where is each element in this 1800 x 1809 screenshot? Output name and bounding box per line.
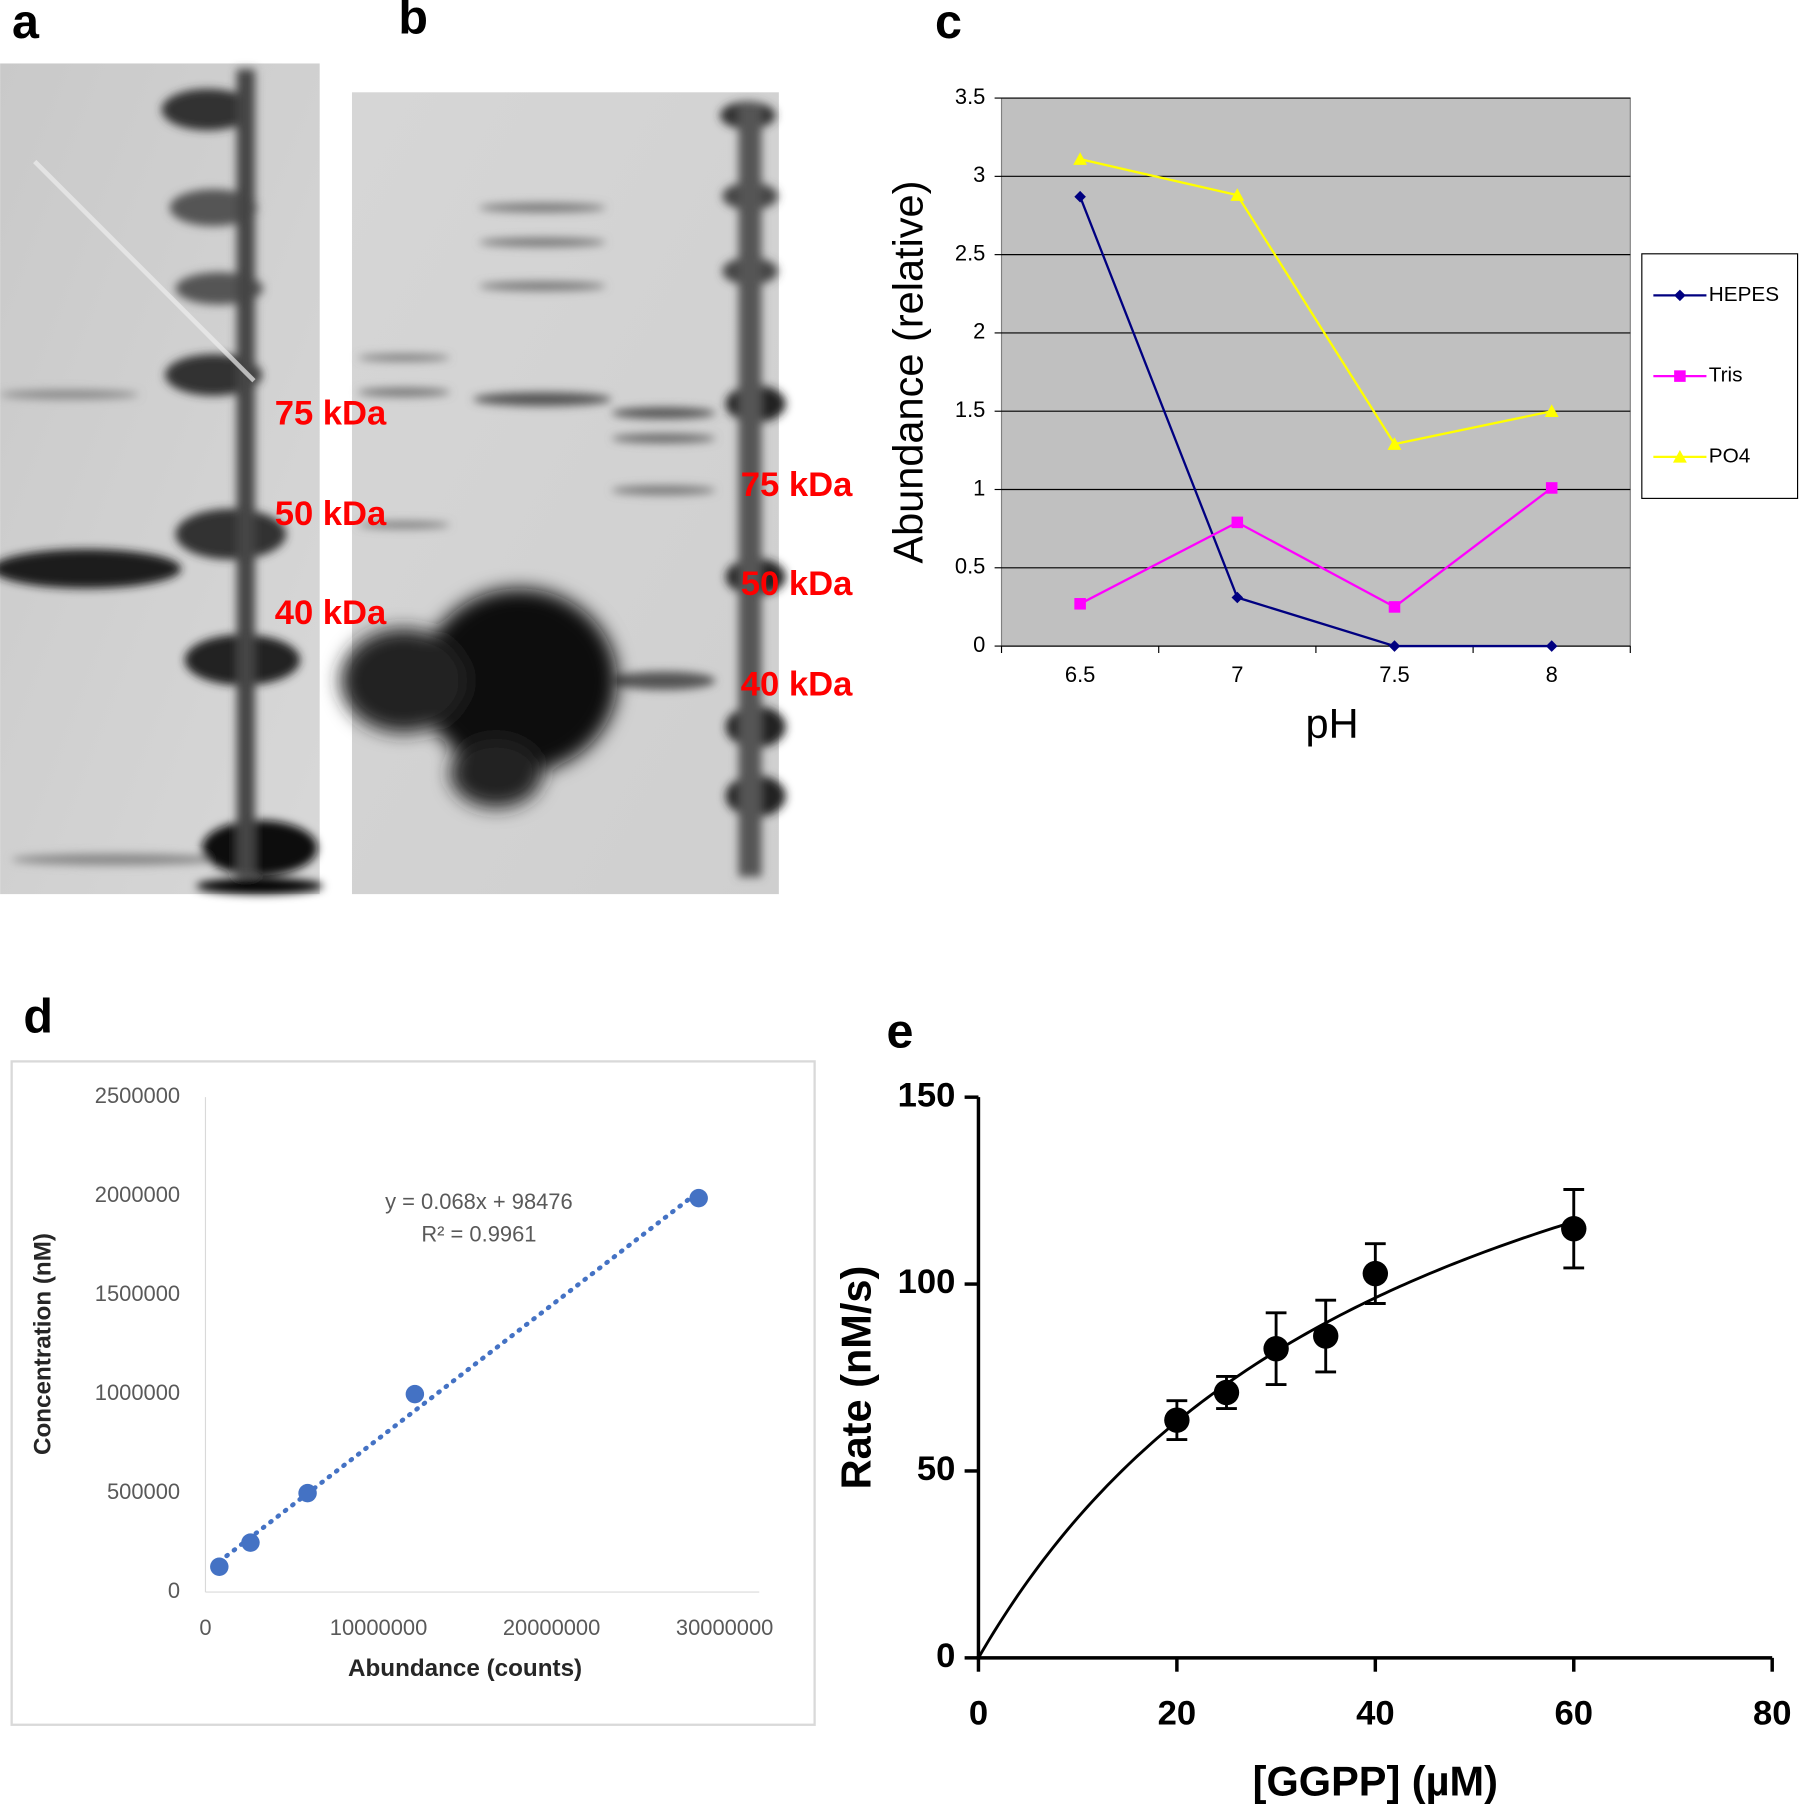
data-point [1263,1336,1289,1362]
annotation: y = 0.068x + 98476 [385,1189,573,1214]
data-marker [1388,601,1401,613]
data-marker [1387,437,1402,450]
data-point [1164,1407,1190,1433]
x-tick-label: 7 [1231,662,1243,687]
x-axis-label: Abundance (counts) [348,1655,582,1682]
data-point [210,1557,229,1576]
data-marker [1230,188,1245,201]
series-line [1079,158,1552,446]
data-marker [1074,190,1086,203]
chart-e: 0 50 100 150 0 20 40 60 80 [GGPP] (µM) Rate (nM/s) [833,1076,1792,1804]
x-tick-label: 0 [969,1695,988,1733]
x-tick-label: 40 [1356,1695,1395,1733]
y-tick-label: 1 [973,475,985,500]
data-point [241,1533,260,1552]
gel-marker-label: 75 kDa [275,394,387,432]
y-tick-label: 50 [917,1450,956,1488]
y-tick-label: 2500000 [95,1083,180,1108]
y-tick-label: 1000000 [95,1380,180,1405]
panel-label: b [398,0,428,45]
x-axis-label: pH [1306,700,1359,747]
gel-marker-label: 50 kDa [741,565,853,603]
x-tick-label: 6.5 [1065,662,1095,687]
legend-label: PO4 [1709,444,1751,467]
y-tick-label: 2.5 [955,240,985,265]
gel-marker-label: 40 kDa [275,594,387,632]
series-line [1079,487,1553,609]
fit-curve [977,1220,1575,1659]
panel-label: d [23,990,53,1044]
y-tick-label: 0 [936,1637,955,1675]
data-marker [1073,152,1088,165]
data-point [298,1483,317,1503]
y-tick-label: 500000 [107,1479,180,1504]
x-tick-label: 20000000 [503,1615,600,1640]
y-tick-label: 0 [973,632,985,657]
gel-marker-label: 75 kDa [741,466,853,504]
x-tick-label: 20 [1158,1695,1197,1733]
x-axis-label: [GGPP] (µM) [1253,1758,1498,1805]
gel-a [0,63,324,895]
y-tick-label: 0 [168,1578,180,1603]
data-point [1213,1379,1240,1406]
panel-label: e [887,1005,914,1059]
x-tick-label: 80 [1753,1695,1792,1733]
data-point [689,1188,708,1208]
y-tick-label: 2000000 [95,1182,180,1207]
panel-label: a [12,0,40,49]
x-tick-label: 8 [1546,662,1558,687]
plot-area [1000,97,1631,647]
x-tick-label: 7.5 [1379,662,1409,687]
x-tick-label: 60 [1555,1695,1594,1733]
data-marker [1074,598,1086,610]
y-tick-label: 1500000 [95,1281,180,1306]
y-axis-label: Concentration (nM) [29,1233,56,1455]
chart-d: 0 500000 1000000 1500000 2000000 2500000 0 1000… [10,1060,816,1726]
data-marker [1545,482,1558,494]
series-line [1079,196,1552,648]
gel-marker-label: 40 kDa [741,666,853,704]
chart-c: 0 0.5 1 1.5 2 2.5 3 3.5 6.5 7 7.5 8 pH Abundance (rel… [885,84,1799,747]
x-tick-label: 30000000 [676,1615,773,1640]
x-tick-label: 0 [199,1615,211,1640]
y-tick-label: 1.5 [955,397,985,422]
legend-marker [1672,449,1687,463]
trendline [217,1189,701,1564]
y-tick-label: 100 [898,1263,956,1301]
y-tick-label: 2 [973,319,985,344]
y-tick-label: 3.5 [955,84,985,109]
gel-marker-label: 50 kDa [275,495,387,533]
data-point [1561,1216,1587,1242]
legend-label: Tris [1709,364,1743,387]
data-marker [1544,404,1559,417]
y-tick-label: 3 [973,162,985,187]
data-point [405,1384,425,1404]
y-tick-label: 150 [898,1076,956,1114]
y-axis-label: Abundance (relative) [885,181,932,564]
legend-label: HEPES [1709,283,1779,306]
data-point [1362,1260,1389,1287]
y-tick-label: 0.5 [955,554,985,579]
gel-b [340,92,786,895]
y-axis-label: Rate (nM/s) [833,1266,880,1490]
x-tick-label: 10000000 [330,1615,427,1640]
annotation: R² = 0.9961 [421,1221,536,1246]
panel-label: c [935,0,962,49]
legend-marker [1674,370,1686,382]
data-marker [1231,516,1244,529]
data-point [1313,1323,1339,1349]
